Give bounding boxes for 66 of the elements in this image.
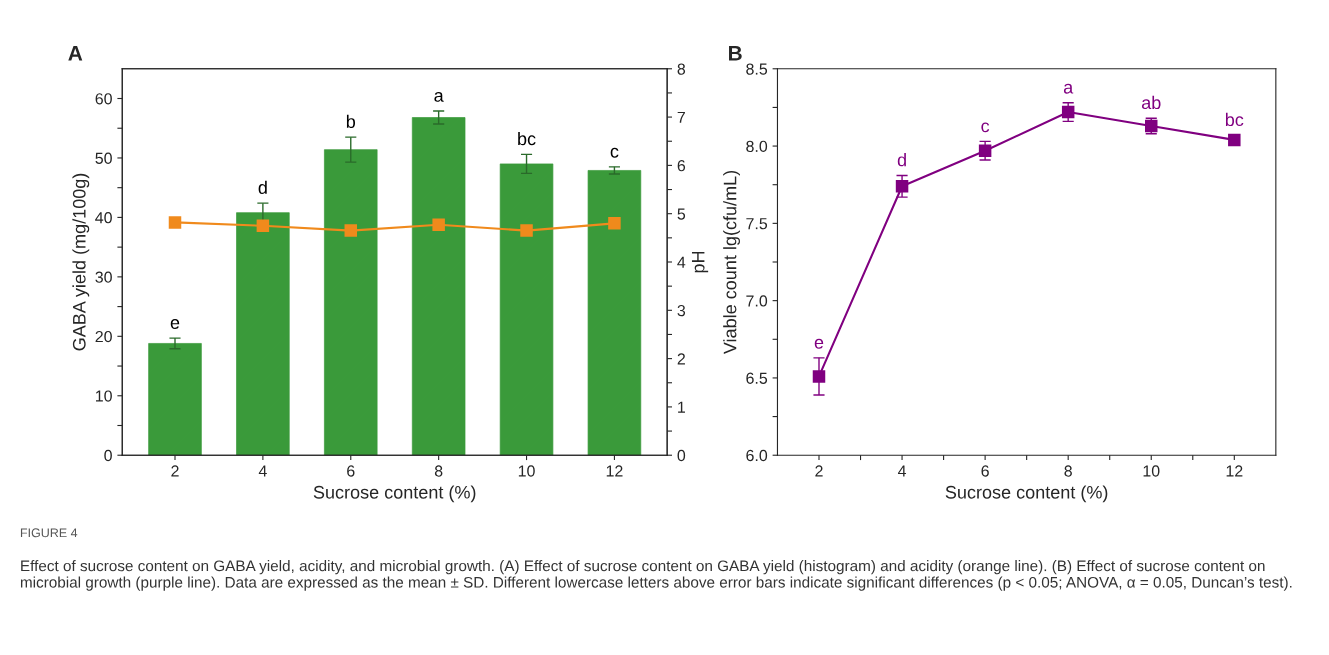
x-tick-label: 8 bbox=[434, 465, 443, 477]
bar bbox=[236, 212, 290, 456]
y-tick-label: 20 bbox=[95, 330, 112, 343]
annotation: d bbox=[897, 153, 906, 167]
y-tick-label: 30 bbox=[95, 271, 112, 283]
x-tick-label: 10 bbox=[518, 465, 535, 477]
caption: FIGURE 4 bbox=[20, 528, 78, 538]
y2-tick-label: 7 bbox=[677, 111, 685, 123]
annotation: b bbox=[346, 114, 356, 129]
bar bbox=[499, 163, 554, 456]
y-axis-title: Viable count lg(cfu/mL) bbox=[723, 170, 740, 355]
x-tick-label: 2 bbox=[815, 465, 823, 477]
x-tick-label: 2 bbox=[171, 465, 179, 477]
x-axis-title: Sucrose content (%) bbox=[945, 485, 1108, 503]
y2-tick-label: 4 bbox=[677, 256, 686, 268]
x-tick-label: 6 bbox=[347, 465, 355, 477]
chart-title: A bbox=[68, 46, 83, 61]
y2-tick-label: 6 bbox=[677, 160, 686, 172]
point bbox=[895, 180, 909, 193]
y2-tick-label: 1 bbox=[678, 401, 685, 413]
y-tick-label: 40 bbox=[95, 212, 112, 224]
y-tick-label: 50 bbox=[95, 152, 112, 164]
chart-title: B bbox=[729, 46, 742, 61]
y2-tick-label: 3 bbox=[677, 304, 686, 317]
y-tick-label: 6.0 bbox=[746, 449, 768, 462]
annotation: d bbox=[258, 180, 267, 195]
bar bbox=[148, 343, 202, 456]
y-tick-label: 10 bbox=[96, 390, 112, 402]
annotation: c bbox=[610, 147, 619, 158]
y-tick-label: 60 bbox=[95, 93, 112, 105]
y2-axis-title: pH bbox=[691, 251, 709, 273]
point bbox=[1061, 105, 1075, 119]
y2-tick-label: 2 bbox=[677, 353, 685, 365]
point bbox=[978, 144, 992, 157]
bar bbox=[411, 117, 466, 456]
y-tick-label: 0 bbox=[104, 449, 112, 462]
x-tick-label: 4 bbox=[258, 465, 267, 477]
y-tick-label: 6.5 bbox=[746, 372, 768, 384]
x-axis-title: Sucrose content (%) bbox=[313, 485, 476, 503]
annotation: bc bbox=[518, 132, 536, 146]
x-tick-label: 4 bbox=[897, 465, 907, 477]
annotation: ab bbox=[1141, 95, 1161, 110]
bar bbox=[324, 149, 378, 456]
y-tick-label: 8.5 bbox=[746, 63, 768, 75]
x-tick-label: 12 bbox=[1226, 465, 1243, 477]
y2-tick-label: 0 bbox=[677, 449, 686, 462]
y-tick-label: 7.5 bbox=[746, 218, 768, 230]
annotation: a bbox=[1063, 83, 1074, 94]
annotation: bc bbox=[1225, 112, 1244, 127]
y-tick-label: 8.0 bbox=[746, 140, 768, 153]
point bbox=[1228, 133, 1241, 147]
annotation: a bbox=[434, 91, 444, 102]
y-axis-title: GABA yield (mg/100g) bbox=[72, 173, 90, 351]
y2-tick-label: 8 bbox=[677, 63, 686, 75]
x-tick-label: 6 bbox=[981, 465, 989, 477]
bar bbox=[587, 170, 642, 456]
x-tick-label: 8 bbox=[1064, 465, 1072, 477]
y2-tick-label: 5 bbox=[677, 208, 686, 220]
annotation: e bbox=[170, 319, 180, 329]
x-tick-label: 12 bbox=[606, 465, 623, 477]
text: Effect of sucrose content on GABA yield, acidity, and microbial growth. (A) Effect of sucrose content on GABA yield (histogram) and acidity (orange line). (B) Effect of sucrose content on microbial growth (purple line). Data are expressed as the mean ± SD. Different lowercase letters above error bars indicate significant differences (p < 0.05; ANOVA, α = 0.05, Duncan’s test). bbox=[20, 560, 1292, 591]
y-tick-label: 7.0 bbox=[746, 295, 768, 307]
annotation: c bbox=[981, 122, 990, 133]
annotation: e bbox=[814, 338, 824, 349]
point bbox=[812, 370, 826, 383]
x-tick-label: 10 bbox=[1143, 465, 1160, 477]
